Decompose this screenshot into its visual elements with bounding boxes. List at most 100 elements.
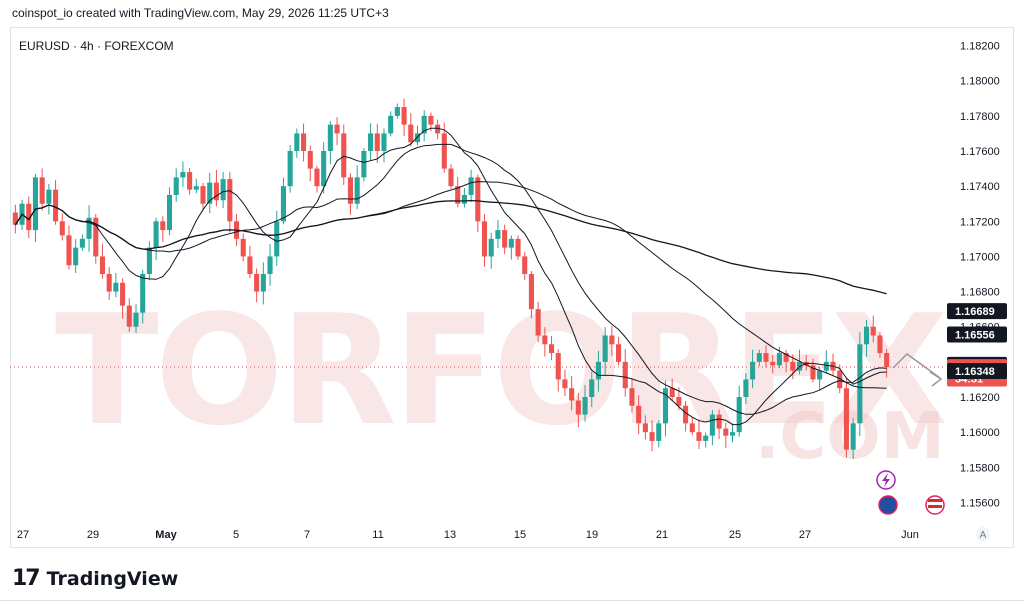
us-flag-stripe [928, 499, 942, 502]
candle-body [448, 168, 454, 187]
candle-body [884, 353, 890, 368]
candle-body [247, 256, 253, 274]
candle-body [79, 238, 85, 248]
candle-body [502, 230, 508, 248]
chart-frame [10, 27, 1014, 548]
candle-body [870, 326, 876, 336]
y-tick-label: 1.15800 [960, 462, 1000, 474]
x-tick-label: 19 [586, 529, 598, 541]
price-label: 1.16556 [955, 329, 995, 341]
candle-body [126, 305, 132, 327]
candle-body [73, 247, 79, 266]
candle-body [361, 151, 367, 178]
candle-body [187, 172, 193, 190]
candle-body [642, 423, 648, 433]
candle-body [193, 186, 199, 190]
candle-body [843, 388, 849, 450]
candle-body [689, 423, 695, 433]
candle-body [314, 168, 320, 187]
y-tick-label: 1.16200 [960, 392, 1000, 404]
candle-body [555, 353, 561, 380]
candle-body [341, 133, 347, 178]
y-tick-label: 1.17200 [960, 216, 1000, 228]
x-tick-label: 7 [304, 529, 310, 541]
moving-average-line [14, 127, 887, 426]
candle-body [817, 370, 823, 380]
candle-body [287, 151, 293, 187]
candle-body [528, 274, 534, 310]
candle-body [213, 182, 219, 201]
candle-body [441, 133, 447, 169]
candle-body [790, 361, 796, 371]
candle-body [381, 133, 387, 151]
candle-body [408, 124, 414, 143]
x-tick-label: Jun [901, 529, 919, 541]
candle-body [301, 133, 307, 151]
candle-body [455, 186, 461, 204]
candle-body [160, 221, 166, 231]
candle-body [280, 186, 286, 222]
candle-body [394, 107, 400, 116]
candle-body [535, 309, 541, 336]
candle-body [703, 435, 709, 441]
candle-body [783, 353, 789, 362]
eu-event-icon[interactable] [878, 495, 898, 515]
candle-body [12, 212, 18, 225]
candle-body [435, 124, 441, 134]
x-tick-label: 15 [514, 529, 526, 541]
candle-body [207, 182, 213, 204]
scale-mode-label: A [980, 530, 987, 541]
candle-body [294, 133, 300, 151]
y-tick-label: 1.15600 [960, 497, 1000, 509]
candle-body [120, 282, 126, 306]
candle-body [522, 256, 528, 274]
forecast-arrow-head [929, 371, 943, 387]
candle-body [180, 172, 186, 178]
candle-body [669, 388, 675, 397]
candle-body [649, 432, 655, 441]
candle-body [86, 217, 92, 239]
candle-body [696, 432, 702, 441]
x-tick-label: 21 [656, 529, 668, 541]
candle-body [656, 423, 662, 441]
watermark-suffix: .COM [755, 400, 945, 474]
candle-body [140, 274, 146, 313]
candle-body [267, 256, 273, 274]
candle-body [133, 312, 139, 327]
candle-body [729, 432, 736, 436]
candle-body [334, 124, 340, 134]
candle-body [321, 151, 327, 187]
candle-body [837, 370, 843, 389]
candle-body [776, 353, 782, 366]
candle-body [347, 177, 354, 204]
candle-body [709, 414, 715, 436]
candle-body [428, 115, 434, 125]
candle-body [146, 247, 152, 274]
y-tick-label: 1.17800 [960, 111, 1000, 123]
price-label: 1.16348 [955, 366, 995, 378]
candle-body [260, 274, 266, 292]
candle-body [736, 397, 742, 433]
candle-body [750, 361, 756, 380]
candle-body [254, 274, 260, 292]
y-tick-label: 1.16000 [960, 427, 1000, 439]
candle-body [173, 177, 179, 195]
candle-body [770, 361, 776, 366]
candle-body [32, 177, 39, 231]
candle-body [823, 361, 829, 371]
chart-caption: coinspot_io created with TradingView.com… [12, 6, 389, 20]
candle-body [166, 194, 173, 231]
scale-mode-button[interactable] [976, 527, 990, 541]
candle-body [481, 221, 488, 257]
y-tick-label: 1.16800 [960, 287, 1000, 299]
moving-average-line [14, 143, 887, 415]
candle-body [683, 405, 689, 424]
candle-body [515, 238, 521, 257]
candle-body [475, 177, 481, 222]
candle-body [220, 179, 226, 201]
candle-body [421, 115, 427, 134]
lightning-icon [882, 473, 890, 487]
candle-body [374, 133, 380, 151]
y-tick-label: 1.17400 [960, 181, 1000, 193]
